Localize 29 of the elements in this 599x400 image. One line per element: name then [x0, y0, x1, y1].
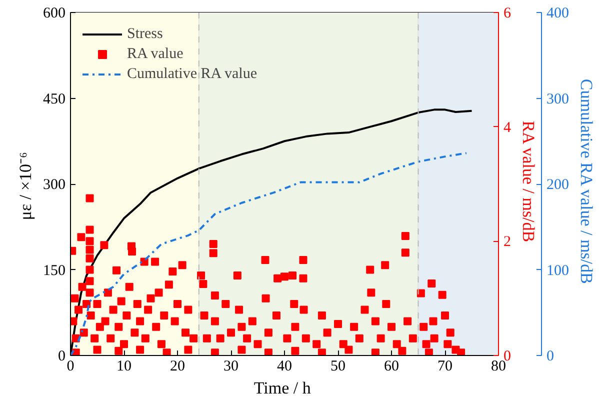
y-axis-title: με / ×10⁻⁶: [16, 152, 35, 220]
x-tick-label: 40: [277, 358, 292, 374]
x-tick-label: 70: [438, 358, 452, 374]
y-tick-label: 600: [43, 6, 66, 22]
x-tick-label: 20: [170, 358, 185, 374]
x-tick-label: 60: [384, 358, 399, 374]
y-tick-label: 0: [58, 348, 66, 364]
y3-tick-label: 200: [546, 177, 569, 193]
x-tick-label: 50: [330, 358, 346, 374]
y3-tick-label: 300: [546, 91, 569, 108]
x-tick-label: 10: [116, 358, 132, 374]
y-tick-label: 450: [43, 91, 66, 108]
legend-label: Stress: [127, 26, 163, 42]
y2-tick-label: 2: [504, 234, 511, 250]
y3-tick-label: 100: [546, 262, 569, 279]
y2-tick-label: 6: [504, 6, 512, 22]
x-axis-title: Time / h: [254, 378, 312, 398]
y3-tick-label: 0: [546, 348, 554, 364]
y-tick-label: 300: [43, 177, 66, 193]
y-tick-label: 150: [43, 262, 66, 279]
y2-tick-label: 4: [504, 120, 512, 136]
x-tick-label: 80: [491, 358, 506, 374]
line-series: [70, 152, 468, 356]
y3-tick-label: 400: [546, 6, 569, 22]
x-tick-label: 30: [224, 358, 238, 374]
legend-label: Cumulative RA value: [127, 66, 257, 82]
legend-label: RA value: [127, 46, 184, 62]
y3-axis-title: Cumulative RA value / ms/dB: [577, 78, 596, 284]
y2-axis-title: RA value / ms/dB: [519, 120, 538, 242]
